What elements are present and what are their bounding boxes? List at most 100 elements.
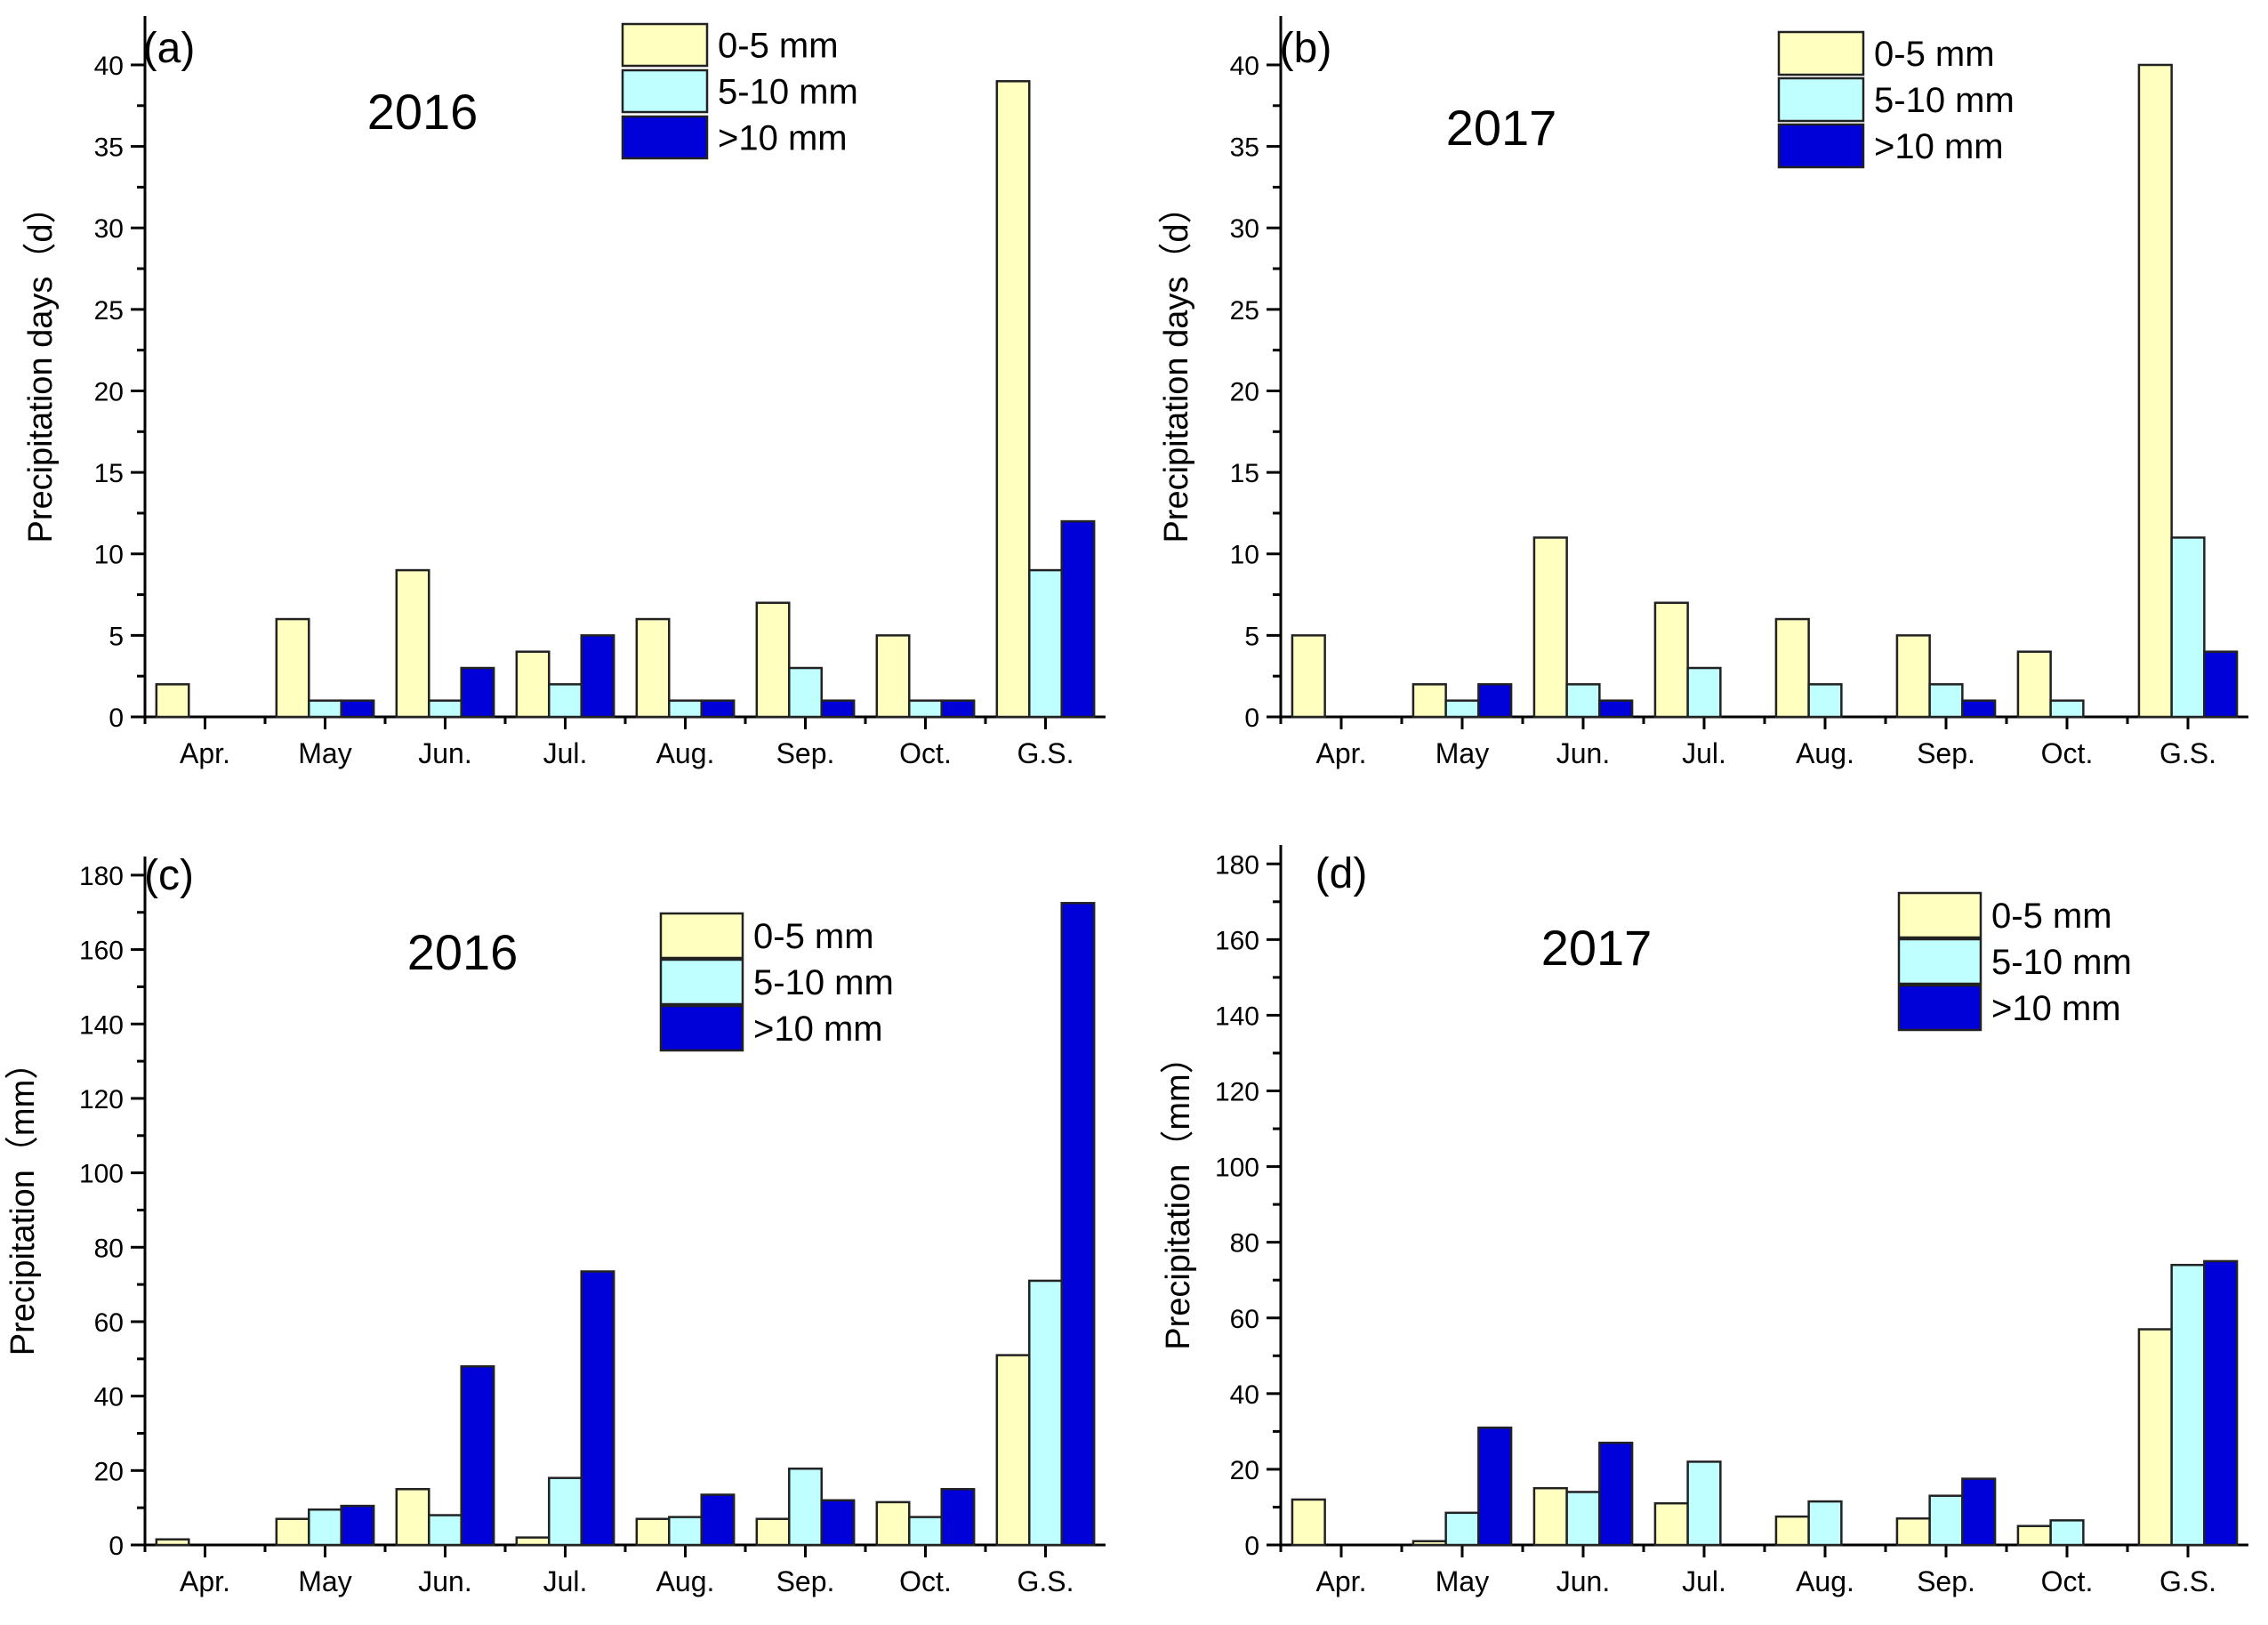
chart-panel-4: 0 20 40 60 80 100 120 140 160 180 Precipitation（mm… [1160,845,2248,1597]
x-tick-label: May [298,737,351,769]
bar-5-10-mm-gs [1028,1279,1063,1547]
bar-10-mm-sep [820,1499,856,1547]
bar-5-10-mm-may [1444,1511,1480,1547]
bar-0-5-mm-aug [1774,617,1810,719]
legend-swatch [1897,984,1982,1032]
bar-0-5-mm-oct [2016,1524,2052,1547]
bar-10-mm-oct [940,1487,976,1547]
bar-10-mm-aug [700,699,736,719]
x-tick-label: Aug. [656,1565,715,1597]
bar-0-5-mm-sep [1895,1516,1931,1547]
year-label: 2016 [407,924,519,980]
bar-0-5-mm-jun [395,1487,430,1547]
bar-0-5-mm-jun [1532,1486,1568,1547]
y-tick-label: 0 [1244,1532,1259,1561]
bar-5-10-mm-jun [428,699,462,719]
y-tick-label: 180 [79,862,124,891]
x-tick-label: Sep. [776,737,835,769]
y-tick-label: 0 [109,704,124,733]
bar-5-10-mm-aug [668,1516,703,1547]
legend-swatch [659,912,744,960]
legend: 0-5 mm 5-10 mm >10 mm [1897,891,2132,1032]
y-tick-label: 40 [1230,1380,1259,1410]
x-tick-label: Sep. [1917,737,1975,769]
x-tick-label: Jun. [418,737,471,769]
y-axis-title: Precipitation（mm） [4,1046,42,1356]
y-tick-label: 0 [1244,704,1259,733]
bar-10-mm-may [1477,1426,1513,1547]
legend-label: 0-5 mm [753,917,874,956]
x-tick-label: G.S. [1017,737,1074,769]
bar-5-10-mm-aug [668,699,703,719]
x-tick-label: Apr. [1316,1565,1367,1597]
legend-label: 0-5 mm [1874,35,1995,74]
bar-5-10-mm-aug [1807,683,1843,719]
bar-0-5-mm-apr [155,1538,190,1547]
bar-5-10-mm-aug [1807,1500,1843,1547]
panel-label: (b) [1280,25,1332,72]
x-tick-label: Oct. [899,1565,952,1597]
legend-label: 0-5 mm [1991,897,2112,936]
bar-5-10-mm-sep [1928,683,1964,719]
legend: 0-5 mm 5-10 mm >10 mm [621,22,858,160]
y-tick-label: 25 [94,296,124,326]
legend-label: >10 mm [1874,127,2004,166]
y-tick-label: 5 [109,622,124,651]
bar-5-10-mm-jun [1565,1491,1601,1547]
legend: 0-5 mm 5-10 mm >10 mm [1777,30,2015,169]
x-tick-label: Apr. [1316,737,1367,769]
bar-5-10-mm-sep [1928,1494,1964,1547]
legend-label: >10 mm [1991,989,2121,1028]
y-tick-label: 10 [1230,541,1259,570]
x-tick-label: Oct. [899,737,952,769]
bar-10-mm-may [340,699,375,719]
legend-swatch [1777,30,1865,76]
bar-5-10-mm-jun [1565,683,1601,719]
y-tick-label: 20 [94,1457,124,1486]
y-tick-label: 30 [94,214,124,244]
year-label: 2017 [1446,100,1557,156]
legend: 0-5 mm 5-10 mm >10 mm [659,912,894,1052]
y-tick-label: 40 [94,1383,124,1412]
legend-label: 5-10 mm [1874,81,2015,120]
bar-5-10-mm-oct [2049,1519,2085,1547]
x-tick-label: Jul. [1682,1565,1726,1597]
bar-5-10-mm-jul [548,1476,583,1547]
panel-label: (d) [1315,850,1368,897]
bar-0-5-mm-oct [875,1500,911,1547]
bar-5-10-mm-may [308,699,342,719]
x-tick-label: Sep. [776,1565,835,1597]
bar-0-5-mm-may [1411,683,1447,719]
y-tick-label: 0 [109,1532,124,1561]
bar-10-mm-jul [580,1270,615,1547]
y-tick-label: 35 [1230,133,1259,163]
legend-swatch [621,22,709,68]
x-tick-label: May [298,1565,351,1597]
legend-swatch [1897,937,1982,985]
x-tick-label: May [1436,737,1489,769]
chart-panel-3: 0 20 40 60 80 100 120 140 160 180 Precipitation（mm… [4,852,1106,1597]
y-tick-label: 10 [94,541,124,570]
y-tick-label: 80 [94,1234,124,1263]
bar-0-5-mm-gs [995,80,1031,719]
bar-5-10-mm-jun [428,1514,462,1547]
y-tick-label: 140 [79,1010,124,1040]
bar-0-5-mm-aug [1774,1515,1810,1547]
bar-5-10-mm-oct [908,699,943,719]
bar-5-10-mm-sep [788,1467,823,1547]
bar-0-5-mm-gs [2137,1328,2173,1547]
bar-0-5-mm-may [1411,1540,1447,1547]
legend-swatch [1777,76,1865,123]
x-tick-label: Apr. [180,737,230,769]
bar-0-5-mm-gs [2137,63,2173,719]
bar-0-5-mm-may [275,1517,310,1547]
legend-label: >10 mm [753,1010,883,1049]
bar-0-5-mm-may [275,617,310,719]
panel-label: (a) [143,25,196,72]
bar-0-5-mm-aug [635,617,671,719]
bar-10-mm-jun [460,1364,495,1547]
x-tick-label: G.S. [1017,1565,1074,1597]
y-tick-label: 25 [1230,296,1259,326]
y-tick-label: 140 [1215,1002,1259,1031]
bar-5-10-mm-oct [2049,699,2085,719]
